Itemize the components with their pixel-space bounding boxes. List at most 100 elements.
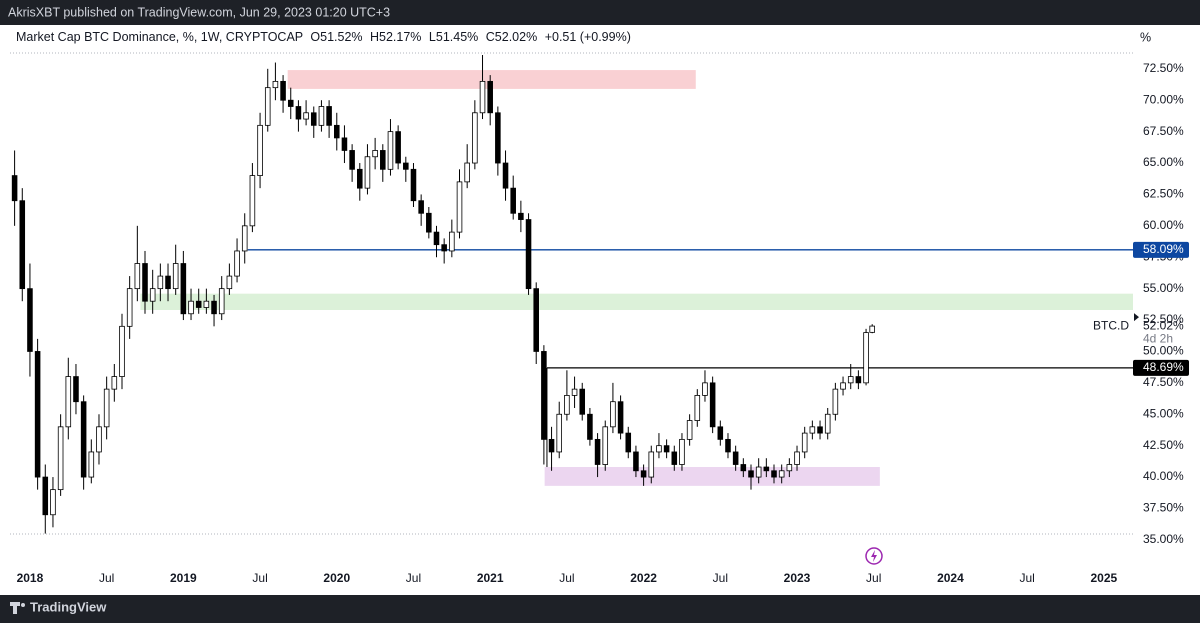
candle-body — [134, 263, 141, 290]
candle-body — [633, 451, 639, 472]
candle-body — [847, 376, 854, 384]
candle-body — [548, 438, 555, 453]
brand-logo — [10, 602, 25, 614]
x-tick-label: 2020 — [323, 571, 350, 585]
candle-body — [663, 445, 670, 453]
last-price-label: 52.02% — [1143, 318, 1184, 332]
candle-body — [349, 150, 355, 170]
candle-body — [257, 124, 263, 176]
ohlc-close: C52.02% — [486, 30, 537, 44]
candle-body — [19, 200, 26, 290]
candle-body — [656, 445, 662, 453]
candle-body — [594, 438, 601, 465]
zone — [544, 467, 880, 486]
level-label-box — [1133, 359, 1189, 376]
candle-body — [771, 470, 777, 478]
candle-body — [96, 426, 102, 453]
candle-body — [149, 288, 156, 302]
candle-body — [211, 300, 217, 315]
x-tick-label: 2018 — [17, 571, 44, 585]
candle-body — [73, 376, 79, 403]
x-tick-label: Jul — [252, 571, 267, 585]
candle-body — [303, 112, 309, 120]
candle-body — [272, 80, 279, 89]
price-marker — [1134, 313, 1139, 322]
candle-body — [717, 426, 724, 440]
y-tick-label: 35.00% — [1143, 532, 1184, 546]
candle-body — [686, 420, 693, 440]
y-tick-label: 40.00% — [1143, 469, 1184, 483]
candle-body — [318, 106, 325, 126]
y-tick-label: 50.00% — [1143, 344, 1184, 358]
candle-body — [533, 288, 539, 352]
y-tick-label: 55.00% — [1143, 281, 1184, 295]
candle-body — [464, 162, 470, 183]
candle-body — [418, 200, 424, 214]
x-tick-label: 2022 — [630, 571, 657, 585]
candle-body — [648, 451, 655, 478]
candle-body — [755, 466, 762, 478]
candle-body — [732, 451, 739, 465]
zone — [287, 70, 696, 89]
candle-body — [357, 168, 363, 189]
candle-body — [287, 99, 294, 107]
candle-body — [395, 131, 401, 164]
unit-label: % — [1140, 30, 1151, 44]
chart-header: Market Cap BTC Dominance, %, 1W, CRYPTOC… — [16, 30, 631, 44]
candle-body — [203, 300, 210, 308]
candle-body — [249, 175, 256, 227]
candle-body — [142, 263, 148, 302]
candle-body — [180, 263, 187, 315]
ohlc-low: L51.45% — [429, 30, 478, 44]
candle-body — [403, 162, 409, 170]
candle-body — [495, 112, 501, 164]
candle-body — [709, 382, 716, 428]
publisher-line: AkrisXBT published on TradingView.com, J… — [8, 5, 390, 19]
level-label: 58.09% — [1143, 242, 1184, 256]
candle-body — [556, 413, 563, 453]
ohlc-open: O51.52% — [310, 30, 362, 44]
candle-body — [188, 300, 194, 315]
brand-name: TradingView — [30, 599, 107, 614]
bottom-bar — [0, 595, 1200, 623]
candle-body — [42, 476, 49, 516]
candle-body — [671, 451, 678, 465]
symbol-label: BTC.D — [1093, 318, 1129, 332]
candle-body — [472, 112, 478, 164]
x-tick-label: 2024 — [937, 571, 964, 585]
candle-body — [80, 401, 87, 478]
x-tick-label: Jul — [713, 571, 728, 585]
candle-body — [840, 382, 846, 390]
candle-body — [640, 470, 647, 478]
candle-body — [541, 351, 547, 440]
candle-body — [264, 87, 271, 126]
candle-body — [226, 275, 233, 290]
x-tick-label: 2025 — [1090, 571, 1117, 585]
candle-body — [817, 426, 823, 434]
x-tick-label: 2019 — [170, 571, 197, 585]
candle-body — [295, 106, 302, 120]
candle-body — [502, 162, 509, 189]
candle-body — [426, 212, 432, 233]
y-tick-label: 37.50% — [1143, 501, 1184, 515]
candle-body — [801, 432, 808, 453]
candle-body — [602, 426, 609, 465]
candle-body — [748, 470, 754, 478]
event-icon — [865, 547, 883, 565]
candle-body — [364, 156, 371, 189]
candle-body — [510, 187, 516, 214]
candle-body — [195, 300, 202, 308]
candle-body — [487, 80, 493, 114]
candle-body — [157, 275, 164, 290]
x-tick-label: 2023 — [784, 571, 811, 585]
level-label: 48.69% — [1143, 360, 1184, 374]
candle-body — [824, 413, 831, 434]
countdown-label: 4d 2h — [1143, 331, 1173, 345]
candle-body — [433, 231, 440, 246]
candle-body — [387, 131, 394, 170]
candle-body — [525, 219, 532, 290]
candle-body — [869, 325, 875, 333]
top-bar — [0, 0, 1200, 25]
candle-body — [241, 225, 248, 252]
